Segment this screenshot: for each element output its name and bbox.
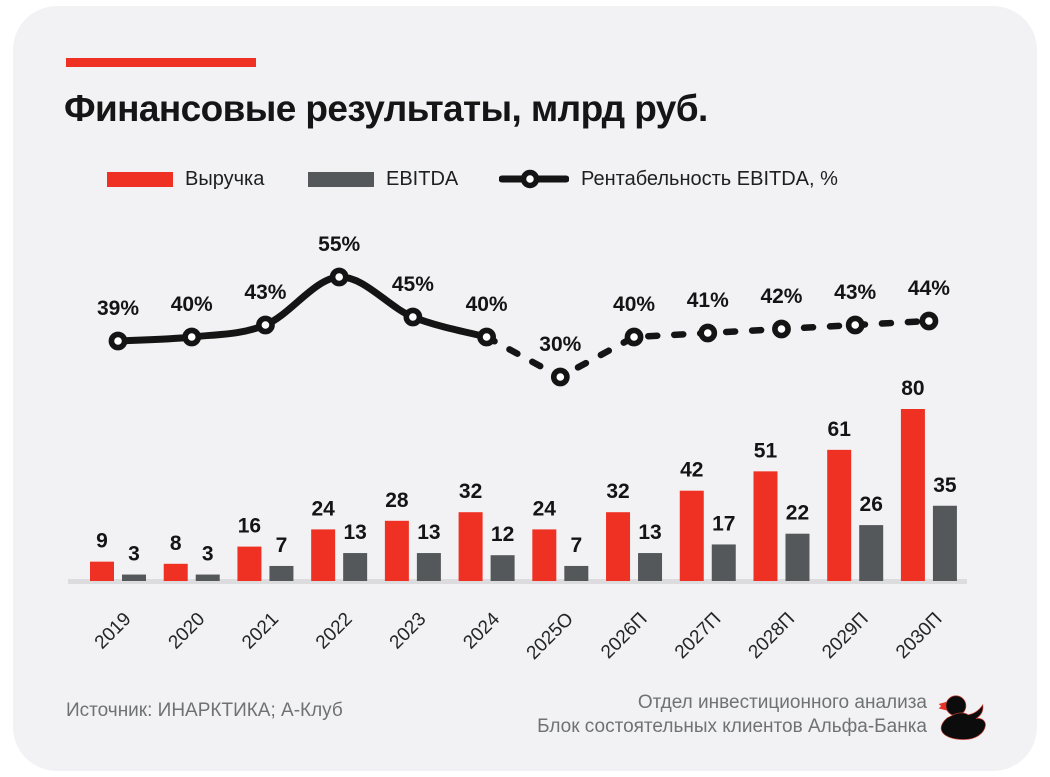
legend-label-ebitda: EBITDA: [386, 167, 459, 190]
legend-item-ebitda: EBITDA: [308, 166, 458, 192]
department-line2: Блок состоятельных клиентов Альфа-Банка: [537, 716, 927, 737]
legend-label-margin: Рентабельность EBITDA, %: [581, 167, 838, 190]
source-note: Источник: ИНАРКТИКА; А-Клуб: [66, 700, 343, 721]
accent-bar: [66, 58, 256, 67]
page-title: Финансовые результаты, млрд руб.: [64, 88, 708, 129]
slide-card: [13, 6, 1037, 771]
revenue-swatch-icon: [107, 171, 173, 187]
rubber-duck-icon: [938, 695, 986, 740]
legend-label-revenue: Выручка: [185, 167, 265, 190]
legend-item-revenue: Выручка: [107, 166, 264, 192]
line-marker-icon: [499, 169, 569, 189]
legend-item-margin: Рентабельность EBITDA, %: [499, 166, 838, 192]
department-note: Отдел инвестиционного анализа Блок состо…: [407, 691, 927, 739]
ebitda-swatch-icon: [308, 171, 374, 187]
department-line1: Отдел инвестиционного анализа: [637, 692, 927, 713]
